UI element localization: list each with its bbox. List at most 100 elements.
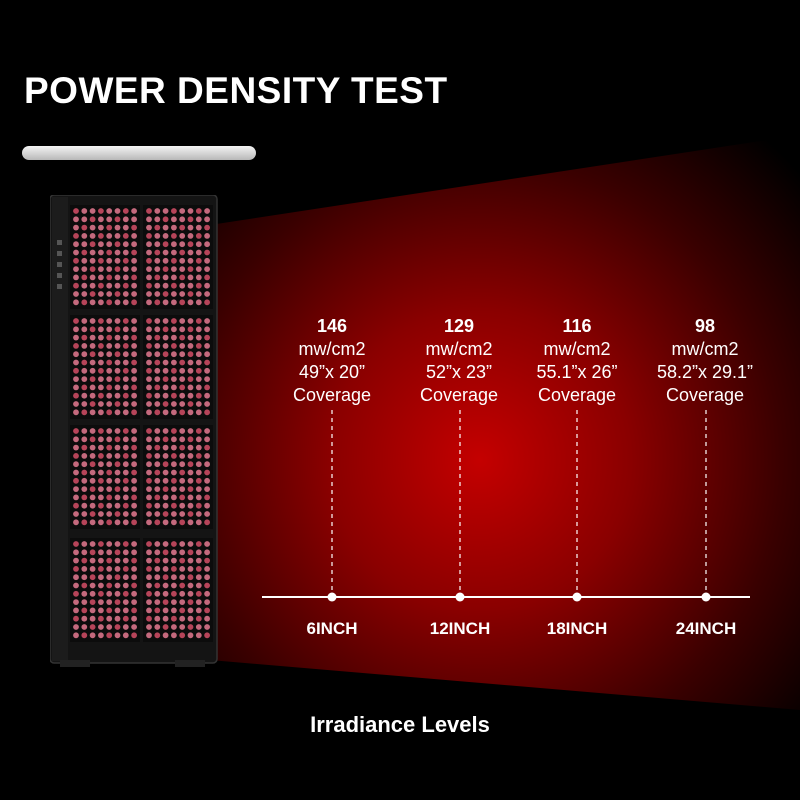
coverage-label: Coverage (292, 385, 372, 405)
led-diode (131, 208, 137, 214)
led-diode (179, 299, 186, 306)
led-diode (179, 326, 186, 333)
led-block (70, 538, 140, 642)
led-diode (73, 624, 79, 630)
led-diode (114, 359, 121, 366)
coverage-label: Coverage (419, 385, 499, 405)
led-diode (81, 216, 88, 223)
led-diode (73, 208, 79, 214)
led-diode (179, 477, 186, 484)
led-diode (106, 453, 113, 459)
led-diode (146, 632, 152, 639)
led-diode (154, 343, 161, 349)
led-diode (204, 401, 211, 407)
led-diode (122, 615, 129, 622)
marker-6inch (327, 592, 337, 602)
led-diode (195, 233, 202, 239)
led-diode (204, 318, 211, 324)
led-diode (81, 582, 88, 589)
led-diode (89, 376, 96, 382)
led-diode (106, 557, 113, 564)
panel-control-buttons (57, 240, 62, 289)
led-diode (73, 367, 79, 374)
led-diode (81, 326, 88, 333)
led-diode (171, 343, 177, 349)
led-diode (81, 233, 88, 239)
led-diode (106, 291, 113, 297)
led-diode (195, 494, 202, 501)
led-diode (179, 557, 186, 564)
led-diode (187, 409, 194, 416)
led-diode (73, 607, 79, 614)
led-diode (179, 549, 186, 556)
led-diode (187, 208, 194, 214)
led-diode (204, 582, 211, 589)
led-diode (171, 444, 177, 451)
led-diode (195, 351, 202, 358)
led-diode (154, 359, 161, 366)
measurement-6inch: 146 mw/cm2 49”x 20” Coverage (257, 315, 407, 407)
led-diode (187, 607, 194, 614)
irradiance-unit: mw/cm2 (298, 339, 366, 359)
led-diode (89, 511, 96, 517)
led-diode (154, 351, 161, 358)
led-diode (81, 502, 88, 509)
led-diode (179, 233, 186, 239)
led-diode (146, 624, 152, 630)
led-diode (146, 590, 152, 597)
led-diode (146, 233, 152, 239)
led-diode (106, 582, 113, 589)
led-diode (131, 249, 137, 256)
led-diode (98, 376, 104, 382)
led-diode (81, 241, 88, 248)
led-diode (98, 615, 104, 622)
led-diode (204, 249, 211, 256)
led-diode (204, 494, 211, 501)
led-diode (98, 334, 104, 341)
led-diode (162, 566, 169, 572)
led-diode (73, 469, 79, 476)
led-diode (122, 291, 129, 297)
led-diode (114, 486, 121, 492)
led-diode (154, 632, 161, 639)
led-diode (81, 607, 88, 614)
led-diode (171, 428, 177, 434)
led-diode (204, 519, 211, 526)
led-diode (122, 334, 129, 341)
led-diode (106, 615, 113, 622)
led-diode (98, 367, 104, 374)
led-diode (114, 428, 121, 434)
led-diode (187, 359, 194, 366)
led-diode (81, 409, 88, 416)
led-diode (162, 282, 169, 289)
led-diode (114, 557, 121, 564)
led-diode (154, 274, 161, 281)
led-diode (114, 318, 121, 324)
led-diode (195, 461, 202, 468)
led-diode (171, 502, 177, 509)
led-diode (154, 582, 161, 589)
led-diode (89, 224, 96, 231)
led-diode (114, 494, 121, 501)
led-diode (114, 477, 121, 484)
led-diode (162, 266, 169, 272)
coverage-size: 52”x 23” (425, 362, 493, 382)
led-diode (73, 519, 79, 526)
led-diode (98, 359, 104, 366)
led-diode (114, 549, 121, 556)
led-diode (106, 343, 113, 349)
led-diode (73, 541, 79, 547)
led-diode (187, 376, 194, 382)
led-diode (131, 566, 137, 572)
led-diode (146, 208, 152, 214)
led-diode (106, 266, 113, 272)
led-diode (171, 436, 177, 443)
led-diode (106, 392, 113, 399)
led-diode (114, 291, 121, 297)
led-diode (154, 376, 161, 382)
led-diode (81, 428, 88, 434)
led-diode (154, 511, 161, 517)
led-diode (187, 334, 194, 341)
led-diode (98, 216, 104, 223)
led-diode (146, 291, 152, 297)
